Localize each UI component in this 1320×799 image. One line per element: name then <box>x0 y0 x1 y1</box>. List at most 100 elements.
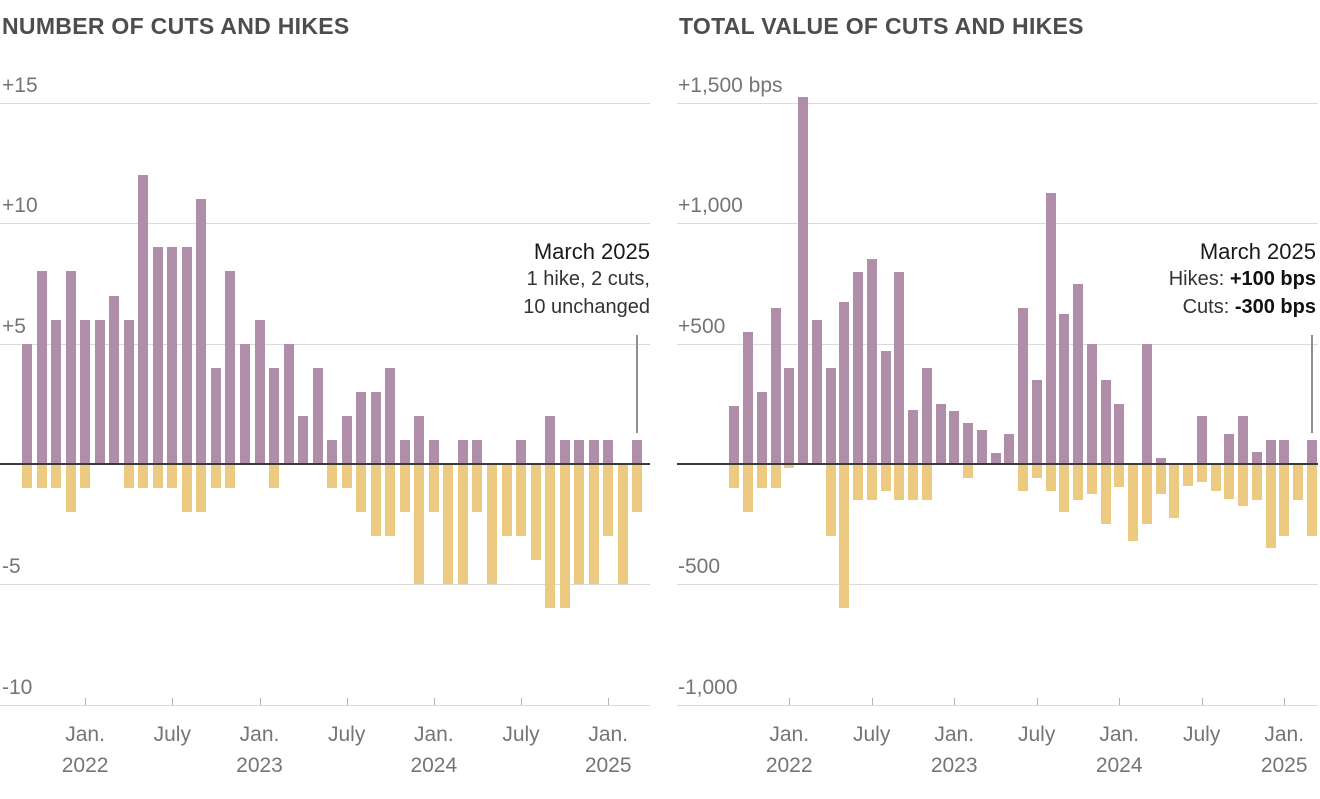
cut-bar <box>866 464 877 501</box>
x-axis-month-label: July <box>853 723 891 746</box>
cut-bar <box>784 464 795 468</box>
cut-bar <box>210 464 221 489</box>
cut-bar <box>894 464 905 501</box>
cut-bar <box>1086 464 1097 495</box>
cut-bar <box>1018 464 1028 491</box>
y-axis-label: -1,000 <box>678 675 738 699</box>
hike-bar <box>210 367 221 464</box>
hike-bar <box>1018 307 1028 464</box>
cut-bar <box>501 464 512 537</box>
left-chart-title: NUMBER OF CUTS AND HIKES <box>2 13 350 39</box>
hike-bar <box>963 423 973 464</box>
hike-bar <box>181 247 192 464</box>
right-chart-title: TOTAL VALUE OF CUTS AND HIKES <box>679 13 1084 39</box>
cut-bar <box>269 464 279 489</box>
hike-bar <box>770 307 781 464</box>
y-axis-label: +1,000 <box>678 194 743 218</box>
x-axis-month-label: July <box>502 723 540 746</box>
hike-bar <box>123 319 134 464</box>
cut-bar <box>414 464 425 585</box>
cut-bar <box>756 464 767 489</box>
hike-bar <box>784 367 795 464</box>
cut-bar <box>65 464 76 513</box>
hike-bar <box>356 391 367 464</box>
cut-bar <box>181 464 192 513</box>
cut-bar <box>1031 464 1042 479</box>
hike-bar <box>908 409 918 464</box>
x-axis-month-label: July <box>1018 723 1056 746</box>
cut-bar <box>472 464 483 513</box>
cut-bar <box>1279 464 1290 537</box>
right-chart-annotation: March 2025 Hikes: +100 bps Cuts: -300 bp… <box>1169 238 1316 321</box>
cut-bar <box>443 464 454 585</box>
y-axis-label: -500 <box>678 555 721 579</box>
hike-bar <box>1196 415 1207 464</box>
annotation-line: 1 hike, 2 cuts, <box>526 268 650 290</box>
gridline-y-10 <box>0 223 650 225</box>
cut-bar <box>1183 464 1193 486</box>
cut-bar <box>356 464 367 513</box>
hike-bar <box>1045 193 1056 464</box>
hike-bar <box>283 343 294 464</box>
cut-bar <box>152 464 163 489</box>
cut-bar <box>1059 464 1070 513</box>
cut-bar <box>574 464 585 585</box>
cut-bar <box>880 464 891 491</box>
x-axis-year-label: 2024 <box>410 754 458 777</box>
x-axis-tick <box>259 698 261 705</box>
cut-bar <box>1114 464 1125 487</box>
x-axis-tick <box>608 698 610 705</box>
x-axis-tick <box>871 698 873 705</box>
x-axis-month-label: Jan. <box>65 723 105 746</box>
hike-bar <box>935 403 946 464</box>
cut-bar <box>1073 464 1083 501</box>
annotation-line: 10 unchanged <box>523 296 650 318</box>
hike-bar <box>1265 439 1276 464</box>
y-axis-label: -5 <box>2 555 21 579</box>
cut-bar <box>530 464 541 561</box>
cut-bar <box>1045 464 1056 491</box>
cut-bar <box>516 464 526 537</box>
hike-bar <box>839 301 850 464</box>
cut-bar <box>853 464 863 501</box>
x-axis-month-label: July <box>153 723 191 746</box>
y-axis-label: +10 <box>2 194 38 218</box>
hike-bar <box>327 439 338 464</box>
hike-bar <box>1004 433 1015 464</box>
hike-bar <box>36 271 47 464</box>
cut-bar <box>1224 464 1235 499</box>
x-axis-tick <box>85 698 87 705</box>
gridline-y-1500 <box>677 103 1318 104</box>
x-axis-tick <box>346 698 348 705</box>
hike-bar <box>80 319 91 464</box>
zero-baseline <box>677 463 1318 465</box>
hike-bar <box>22 343 32 464</box>
hike-bar <box>825 367 836 464</box>
hike-bar <box>1238 415 1248 464</box>
zero-baseline <box>0 463 650 465</box>
hike-bar <box>588 439 599 464</box>
hike-bar <box>269 367 279 464</box>
x-axis-tick <box>1284 698 1286 705</box>
gridline-y-5 <box>0 343 650 345</box>
cut-bar <box>1293 464 1303 501</box>
hike-bar <box>1114 403 1125 464</box>
annotation-date: March 2025 <box>533 239 650 264</box>
hike-bar <box>545 415 556 464</box>
hike-bar <box>921 367 932 464</box>
x-axis-year-label: 2024 <box>1095 754 1143 777</box>
gridline-y--1000 <box>677 704 1318 706</box>
cut-bar <box>559 464 570 609</box>
hike-bar <box>385 367 396 464</box>
cut-bar <box>1100 464 1111 525</box>
hike-bar <box>756 391 767 464</box>
x-axis-tick <box>1036 698 1038 705</box>
hike-bar <box>109 295 120 464</box>
cut-bar <box>729 464 740 489</box>
hike-bar <box>51 319 62 464</box>
cut-bar <box>770 464 781 489</box>
hike-bar <box>853 271 863 464</box>
cut-bar <box>1251 464 1262 501</box>
cut-bar <box>1128 464 1138 541</box>
hike-bar <box>1155 458 1166 464</box>
